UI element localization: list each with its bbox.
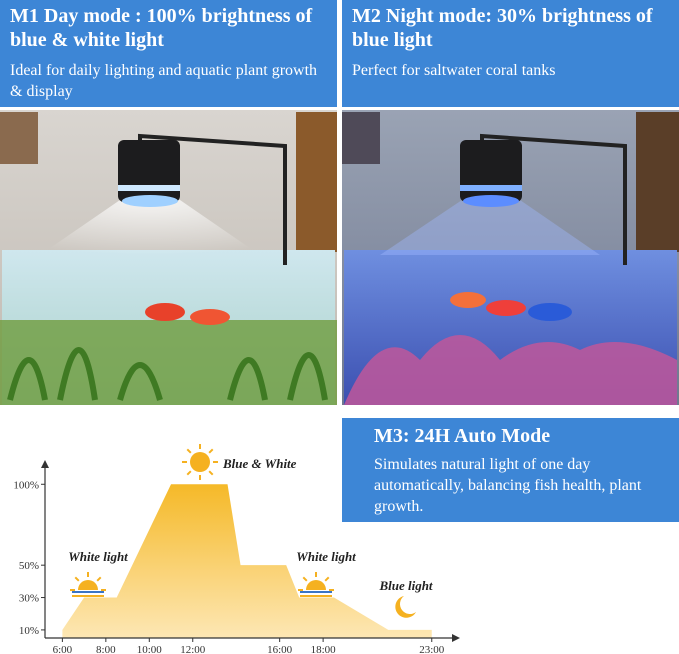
- sun-icon: [78, 580, 98, 590]
- sun-ray: [74, 576, 80, 582]
- x-tick-label: 18:00: [311, 644, 337, 654]
- panel-title: M3: 24H Auto Mode: [374, 425, 551, 447]
- y-arrow: [41, 460, 49, 468]
- annotation: Blue & White: [222, 456, 297, 471]
- x-tick-label: 10:00: [137, 644, 163, 654]
- photos: [0, 110, 679, 405]
- x-arrow: [452, 634, 460, 642]
- sun-icon: [306, 580, 326, 590]
- sun-ray: [96, 576, 102, 582]
- sun-ray: [186, 448, 192, 454]
- panel-text: Perfect for saltwater coral tanks: [352, 62, 556, 79]
- panel-title: M1 Day mode : 100% brightness of blue & …: [10, 5, 313, 51]
- photo-night: [342, 110, 679, 405]
- annotation: White light: [68, 549, 128, 564]
- y-tick-label: 100%: [13, 479, 39, 491]
- panel: M1 Day mode : 100% brightness of blue & …: [0, 0, 337, 107]
- panel: M3: 24H Auto Mode Simulates natural ligh…: [342, 418, 679, 522]
- panel-text: Ideal for daily lighting and aquatic pla…: [10, 62, 318, 100]
- y-tick-label: 30%: [19, 593, 39, 605]
- x-tick-label: 12:00: [180, 644, 206, 654]
- sun-icon: [190, 452, 210, 472]
- sun-ray: [208, 470, 214, 476]
- y-tick-label: 10%: [19, 625, 39, 637]
- annotation: Blue light: [378, 578, 432, 593]
- x-tick-label: 8:00: [96, 644, 116, 654]
- panel: M2 Night mode: 30% brightness of blue li…: [342, 0, 679, 107]
- moon-icon: [395, 596, 416, 618]
- x-tick-label: 23:00: [419, 644, 445, 654]
- sun-ray: [186, 470, 192, 476]
- panel-text: Simulates natural light of one day autom…: [374, 456, 642, 515]
- y-tick-label: 50%: [19, 560, 39, 572]
- panel-title: M2 Night mode: 30% brightness of blue li…: [352, 5, 653, 51]
- x-tick-label: 6:00: [53, 644, 73, 654]
- photo-day: [0, 110, 337, 405]
- sun-ray: [324, 576, 330, 582]
- area: [62, 484, 432, 638]
- sun-ray: [302, 576, 308, 582]
- chart-canvas: 10% 30% 50% 100% 6:00 8:00 10:00 12:00 16:00 18:0…: [13, 444, 460, 654]
- sun-ray: [208, 448, 214, 454]
- annotation: White light: [296, 549, 356, 564]
- x-tick-label: 16:00: [267, 644, 293, 654]
